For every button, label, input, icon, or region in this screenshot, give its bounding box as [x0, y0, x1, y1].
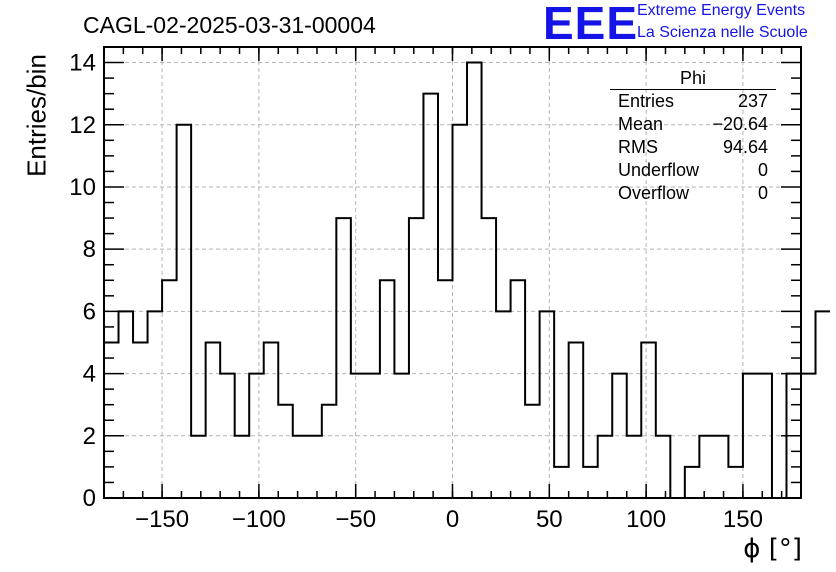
histogram-bin: [380, 280, 395, 498]
histogram-bin: [322, 405, 337, 498]
x-axis-label: ϕ [°]: [743, 534, 802, 564]
histogram-bin: [816, 311, 831, 498]
histogram-series: [104, 61, 831, 499]
histogram-bin: [627, 436, 642, 498]
histogram-bin: [293, 436, 308, 498]
histogram-bin: [583, 467, 598, 498]
stats-title: Phi: [610, 68, 776, 90]
stats-value: 94.64: [722, 137, 768, 157]
histogram-bin: [119, 311, 134, 498]
histogram-bin: [307, 436, 322, 498]
stats-value: 0: [757, 160, 768, 180]
x-tick-label: 150: [723, 506, 763, 533]
eee-logo-line2: La Scienza nelle Scuole: [637, 24, 808, 41]
stats-label: Mean: [618, 114, 664, 134]
histogram-bin: [423, 94, 438, 498]
stats-label: Overflow: [618, 183, 690, 203]
stats-row-mean: Mean −20.64: [610, 113, 776, 136]
histogram-bin: [728, 467, 743, 498]
y-tick-label: 14: [69, 50, 96, 77]
eee-logo-line1: Extreme Energy Events: [637, 2, 806, 19]
run-title: CAGL-02-2025-03-31-00004: [83, 12, 376, 38]
histogram-bin: [685, 467, 700, 498]
y-tick-label: 4: [83, 361, 96, 388]
y-tick-label: 6: [83, 298, 96, 325]
histogram-bin: [714, 436, 729, 498]
histogram-bin: [511, 280, 526, 498]
stats-label: RMS: [618, 137, 658, 157]
histogram-bin: [699, 436, 714, 498]
stats-value: 0: [757, 183, 768, 203]
y-axis-label: Entries/bin: [21, 54, 52, 177]
histogram-bin: [496, 311, 511, 498]
histogram-bin: [264, 342, 279, 498]
histogram-bin: [569, 342, 584, 498]
y-tick-label: 10: [69, 174, 96, 201]
histogram-bin: [482, 218, 497, 498]
histogram-bin: [656, 436, 671, 498]
stats-value: 237: [737, 91, 768, 111]
histogram-bin: [148, 311, 163, 498]
histogram-bin: [206, 342, 221, 498]
stats-label: Underflow: [618, 160, 700, 180]
histogram-bin: [525, 405, 540, 498]
y-tick-label: 2: [83, 423, 96, 450]
x-tick-label: 0: [446, 506, 459, 533]
histogram-bin: [540, 311, 555, 498]
stats-row-entries: Entries 237: [610, 90, 776, 113]
stats-label: Entries: [618, 91, 675, 111]
histogram-bin: [641, 342, 656, 498]
histogram-bin: [554, 467, 569, 498]
x-tick-label: −50: [335, 506, 376, 533]
stats-row-overflow: Overflow 0: [610, 182, 776, 205]
histogram-bin: [278, 405, 293, 498]
stats-row-rms: RMS 94.64: [610, 136, 776, 159]
histogram-bin: [235, 436, 250, 498]
histogram-bin: [467, 63, 482, 498]
y-tick-label: 8: [83, 236, 96, 263]
x-tick-label: 100: [626, 506, 666, 533]
histogram-bin: [336, 218, 351, 498]
x-tick-label: 50: [536, 506, 563, 533]
histogram-bin: [409, 218, 424, 498]
histogram-bin: [162, 280, 177, 498]
stats-value: −20.64: [712, 114, 768, 134]
x-tick-label: −100: [232, 506, 286, 533]
histogram-bin: [191, 436, 206, 498]
stats-box: Phi Entries 237 Mean −20.64 RMS 94.64 Un…: [610, 68, 776, 205]
histogram-bin: [438, 280, 453, 498]
stats-row-underflow: Underflow 0: [610, 159, 776, 182]
y-tick-label: 12: [69, 112, 96, 139]
y-tick-label: 0: [83, 485, 96, 512]
histogram-bin: [801, 374, 816, 498]
eee-logo: EEE: [543, 0, 639, 49]
histogram-bin: [133, 342, 148, 498]
x-tick-label: −150: [135, 506, 189, 533]
histogram-bin: [598, 436, 613, 498]
